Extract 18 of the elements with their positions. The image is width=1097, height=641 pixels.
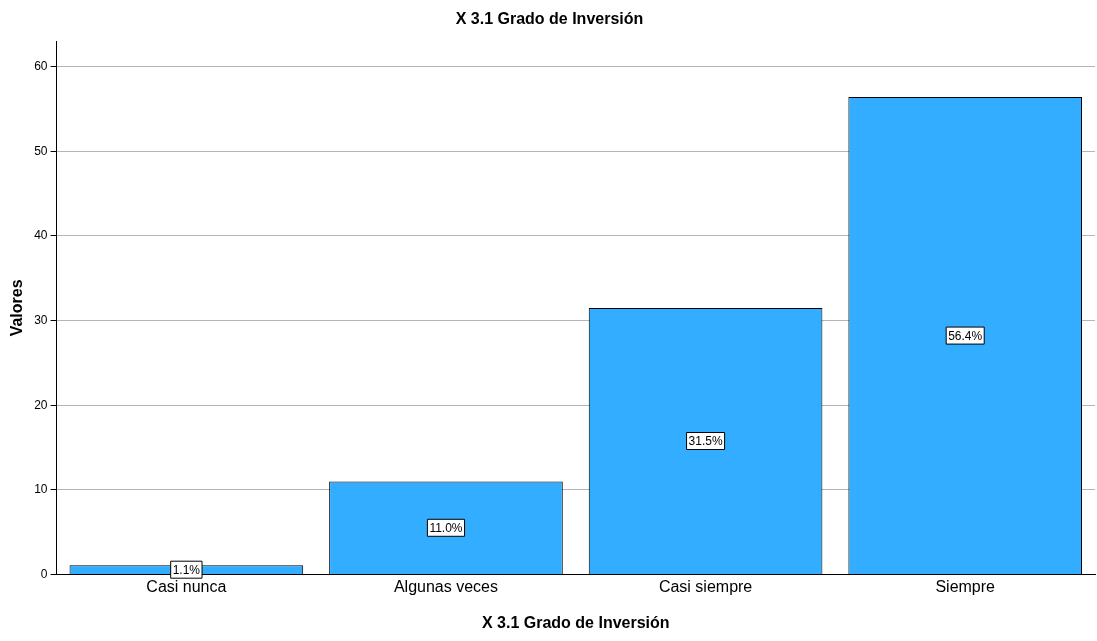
x-axis-title: X 3.1 Grado de Inversión [481, 613, 670, 631]
y-tick-label: 50 [34, 143, 48, 158]
chart-title: X 3.1 Grado de Inversión [455, 10, 644, 28]
data-label: 56.4% [948, 328, 983, 343]
y-tick-label: 30 [34, 312, 48, 327]
y-tick-label: 60 [34, 58, 48, 73]
y-tick-label: 0 [40, 566, 48, 581]
x-tick-label: Casi siempre [658, 577, 753, 595]
y-tick-label: 20 [34, 397, 48, 412]
y-tick-label: 10 [34, 482, 48, 497]
y-tick-label: 40 [34, 228, 48, 243]
data-label: 31.5% [688, 434, 723, 449]
x-tick-label: Algunas veces [393, 577, 498, 595]
y-axis-title: Valores [8, 279, 26, 337]
data-label: 1.1% [172, 563, 201, 578]
data-label: 11.0% [429, 521, 463, 536]
x-tick-label: Casi nunca [146, 577, 227, 595]
x-tick-label: Siempre [935, 577, 996, 595]
